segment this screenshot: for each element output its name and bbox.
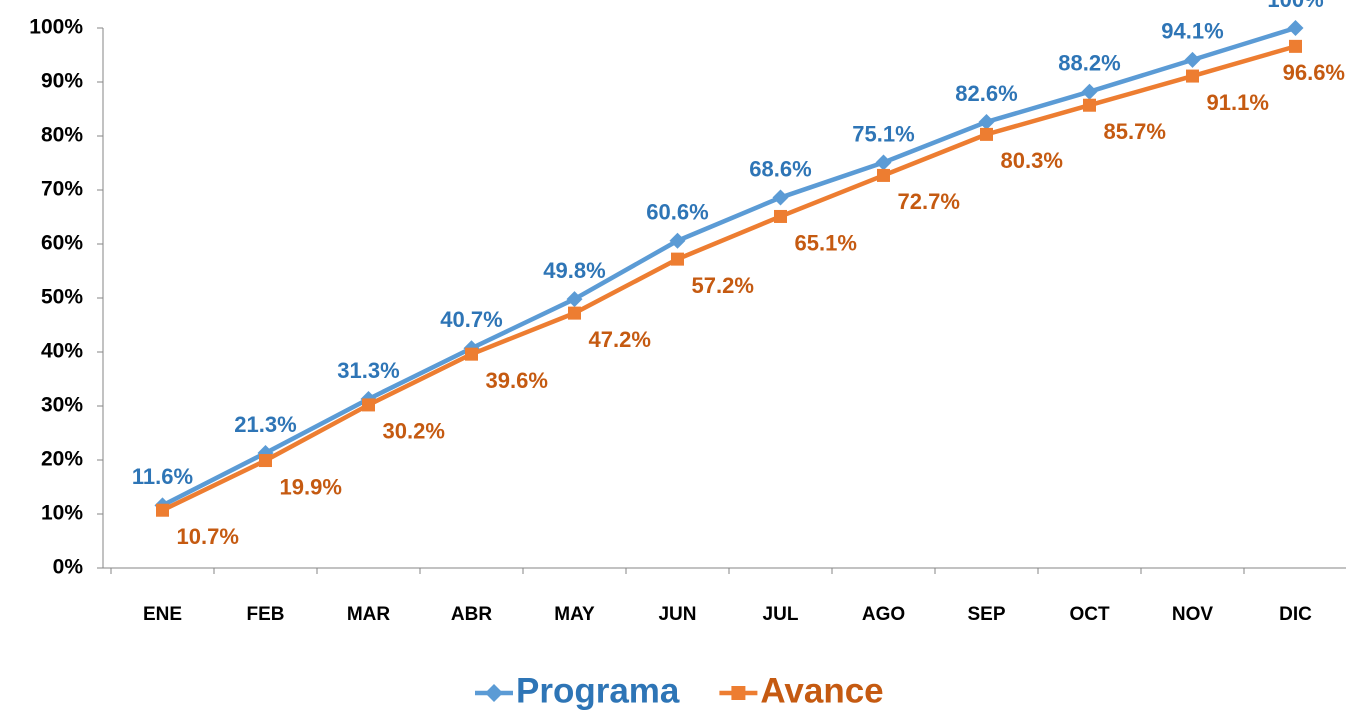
y-tick-label: 30% bbox=[41, 394, 83, 417]
data-label: 49.8% bbox=[543, 258, 605, 283]
x-tick-label: FEB bbox=[247, 604, 285, 625]
y-tick-label: 20% bbox=[41, 448, 83, 471]
legend-marker bbox=[485, 684, 503, 702]
data-point bbox=[1287, 20, 1304, 36]
data-label: 68.6% bbox=[749, 156, 811, 181]
data-label: 30.2% bbox=[383, 419, 445, 444]
data-point bbox=[1083, 98, 1096, 112]
data-label: 47.2% bbox=[589, 327, 651, 352]
data-label: 85.7% bbox=[1104, 119, 1166, 144]
y-tick-label: 80% bbox=[41, 124, 83, 147]
data-point bbox=[566, 291, 583, 308]
x-tick-label: MAR bbox=[347, 604, 391, 625]
data-label: 80.3% bbox=[1001, 148, 1063, 173]
data-label: 100% bbox=[1267, 0, 1323, 12]
data-label: 31.3% bbox=[337, 358, 399, 383]
x-tick-label: NOV bbox=[1172, 604, 1214, 625]
x-tick-label: OCT bbox=[1069, 604, 1110, 625]
data-point bbox=[669, 232, 686, 249]
data-label: 10.7% bbox=[177, 524, 239, 549]
data-label: 94.1% bbox=[1161, 19, 1223, 44]
data-label: 39.6% bbox=[486, 368, 548, 393]
data-point bbox=[772, 189, 789, 206]
data-point bbox=[978, 113, 995, 130]
y-tick-label: 40% bbox=[41, 340, 83, 363]
data-label: 75.1% bbox=[852, 121, 914, 146]
x-tick-label: AGO bbox=[862, 604, 905, 625]
x-tick-label: SEP bbox=[967, 604, 1005, 625]
y-tick-label: 90% bbox=[41, 70, 83, 93]
data-label: 72.7% bbox=[898, 189, 960, 214]
data-label: 21.3% bbox=[234, 412, 296, 437]
x-tick-label: JUN bbox=[658, 604, 696, 625]
data-point bbox=[980, 127, 993, 141]
x-tick-label: ABR bbox=[451, 604, 492, 625]
legend-label: Programa bbox=[516, 671, 680, 710]
y-tick-label: 0% bbox=[53, 556, 84, 579]
data-label: 88.2% bbox=[1058, 51, 1120, 76]
data-point bbox=[259, 454, 272, 468]
data-point bbox=[568, 306, 581, 320]
data-point bbox=[1186, 69, 1199, 83]
y-tick-label: 70% bbox=[41, 178, 83, 201]
legend-label: Avance bbox=[760, 671, 883, 710]
data-point bbox=[1184, 51, 1201, 68]
data-point bbox=[362, 398, 375, 412]
data-label: 57.2% bbox=[692, 273, 754, 298]
series-line bbox=[161, 25, 1297, 508]
x-tick-label: ENE bbox=[143, 604, 182, 625]
data-point bbox=[671, 252, 684, 266]
data-label: 96.6% bbox=[1283, 60, 1345, 85]
data-label: 40.7% bbox=[440, 307, 502, 332]
series-line bbox=[161, 44, 1297, 513]
data-point bbox=[877, 168, 890, 182]
data-label: 65.1% bbox=[795, 230, 857, 255]
data-label: 91.1% bbox=[1207, 90, 1269, 115]
data-label: 82.6% bbox=[955, 81, 1017, 106]
x-tick-label: DIC bbox=[1279, 604, 1312, 625]
data-point bbox=[465, 347, 478, 361]
y-tick-label: 10% bbox=[41, 502, 83, 525]
data-label: 19.9% bbox=[280, 474, 342, 499]
x-tick-label: JUL bbox=[763, 604, 799, 625]
legend-marker bbox=[731, 686, 746, 700]
data-label: 11.6% bbox=[132, 464, 193, 489]
data-point bbox=[1081, 83, 1098, 100]
data-point bbox=[774, 209, 787, 223]
y-tick-label: 50% bbox=[41, 286, 83, 309]
data-point bbox=[875, 154, 892, 171]
data-point bbox=[1289, 39, 1302, 53]
data-point bbox=[156, 503, 169, 517]
data-label: 60.6% bbox=[646, 200, 708, 225]
x-tick-label: MAY bbox=[554, 604, 595, 625]
y-tick-label: 100% bbox=[29, 16, 83, 39]
y-tick-label: 60% bbox=[41, 232, 83, 255]
